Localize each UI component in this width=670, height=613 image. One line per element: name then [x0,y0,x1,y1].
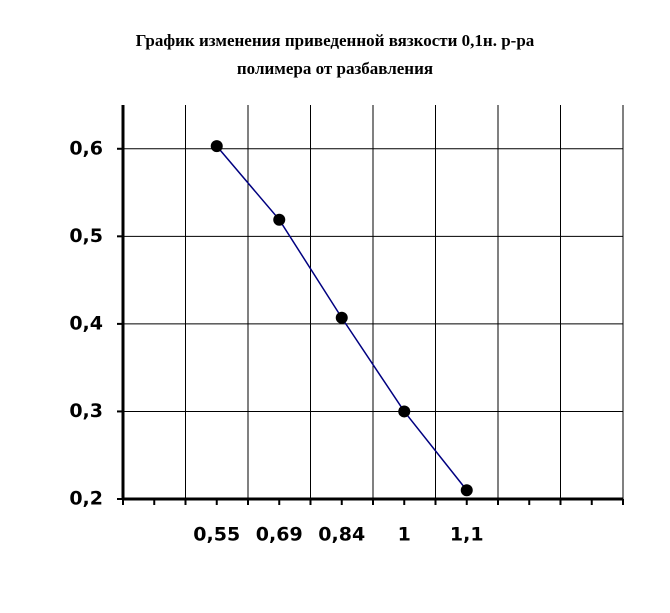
x-tick-label: 0,84 [318,524,365,546]
x-tick-label: 0,55 [193,524,240,546]
marker [460,484,473,497]
marker [335,311,348,324]
marker [273,213,286,226]
chart-title: полимера от разбавления [237,59,433,78]
x-tick-label: 0,69 [256,524,303,546]
x-tick-label: 1,1 [450,524,484,546]
y-tick-label: 0,3 [69,400,103,422]
y-tick-label: 0,6 [69,137,103,159]
y-tick-label: 0,4 [69,312,103,334]
chart-title: График изменения приведенной вязкости 0,… [136,31,535,50]
y-tick-label: 0,2 [69,488,103,510]
y-tick-label: 0,5 [69,225,103,247]
marker [210,140,223,153]
x-tick-label: 1 [398,524,411,546]
marker [398,405,411,418]
